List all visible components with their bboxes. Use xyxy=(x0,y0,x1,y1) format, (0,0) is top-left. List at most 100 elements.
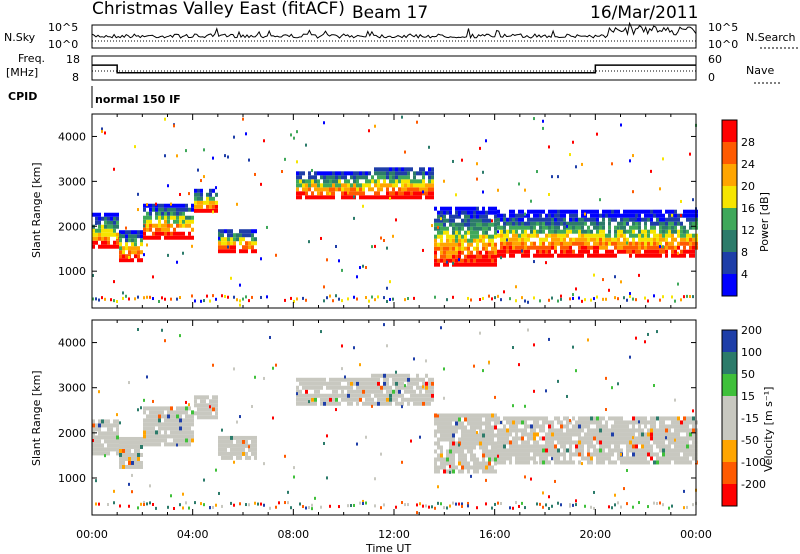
velocity-cell xyxy=(218,447,221,452)
velocity-cell xyxy=(452,465,455,470)
power-cell xyxy=(107,216,110,221)
velocity-cell xyxy=(182,406,185,411)
velocity-cell xyxy=(482,413,485,418)
power-cell xyxy=(644,233,647,238)
velocity-cell xyxy=(542,444,545,449)
power-cell xyxy=(116,232,119,237)
velocity-cell xyxy=(365,401,368,406)
power-clutter xyxy=(452,295,454,299)
power-cell xyxy=(167,215,170,220)
velocity-cell xyxy=(488,437,491,442)
velocity-cell xyxy=(107,435,110,440)
velocity-cell xyxy=(95,423,98,428)
power-cell xyxy=(356,171,359,176)
power-cell xyxy=(527,217,530,222)
velocity-cell xyxy=(479,445,482,450)
velocity-clutter xyxy=(662,503,664,507)
power-clutter xyxy=(335,294,337,298)
power-cell xyxy=(470,206,473,211)
power-cell xyxy=(626,221,629,226)
power-speckle xyxy=(122,291,124,295)
power-cell xyxy=(137,234,140,239)
power-cell xyxy=(554,229,557,234)
power-cell xyxy=(524,253,527,258)
velocity-speckle xyxy=(545,389,547,393)
velocity-cell xyxy=(206,415,209,420)
colorbar-segment xyxy=(722,186,737,208)
power-speckle xyxy=(374,124,376,128)
velocity-cell xyxy=(440,445,443,450)
velocity-speckle xyxy=(683,489,685,493)
power-cell xyxy=(143,227,146,232)
velocity-cell xyxy=(461,445,464,450)
velocity-cell xyxy=(242,447,245,452)
power-speckle xyxy=(389,196,391,200)
power-cell xyxy=(458,250,461,255)
power-cell xyxy=(440,222,443,227)
power-speckle xyxy=(506,238,508,242)
power-cell xyxy=(302,171,305,176)
velocity-cell xyxy=(671,448,674,453)
velocity-cell xyxy=(173,438,176,443)
power-cell xyxy=(599,225,602,230)
velocity-cell xyxy=(152,430,155,435)
power-cell xyxy=(146,215,149,220)
velocity-cell xyxy=(548,452,551,457)
velocity-clutter xyxy=(536,502,538,506)
power-cell xyxy=(635,225,638,230)
power-cell xyxy=(155,223,158,228)
velocity-cell xyxy=(677,444,680,449)
power-clutter xyxy=(569,297,571,301)
power-cell xyxy=(383,171,386,176)
velocity-cell xyxy=(488,429,491,434)
power-cell xyxy=(386,183,389,188)
power-cell xyxy=(575,229,578,234)
velocity-cell xyxy=(344,397,347,402)
power-cell xyxy=(659,241,662,246)
velocity-cell xyxy=(629,436,632,441)
power-cell xyxy=(602,253,605,258)
velocity-cell xyxy=(146,442,149,447)
velocity-cell xyxy=(539,416,542,421)
velocity-cell xyxy=(656,416,659,421)
velocity-cell xyxy=(599,452,602,457)
power-cell xyxy=(128,234,131,239)
velocity-cell xyxy=(323,377,326,382)
power-cell xyxy=(311,179,314,184)
power-cell xyxy=(572,237,575,242)
velocity-cell xyxy=(674,452,677,457)
power-cell xyxy=(116,244,119,249)
velocity-cell xyxy=(491,449,494,454)
power-cell xyxy=(365,195,368,200)
power-cell xyxy=(518,225,521,230)
velocity-cell xyxy=(434,457,437,462)
velocity-clutter xyxy=(245,503,247,507)
velocity-cell xyxy=(365,377,368,382)
velocity-clutter xyxy=(212,505,214,509)
velocity-cell xyxy=(686,428,689,433)
power-cell xyxy=(173,211,176,216)
velocity-speckle xyxy=(449,464,451,468)
power-cell xyxy=(554,245,557,250)
power-cell xyxy=(365,179,368,184)
power-speckle xyxy=(386,246,388,250)
velocity-cell xyxy=(425,389,428,394)
power-cell xyxy=(689,213,692,218)
power-cell xyxy=(659,209,662,214)
power-cell xyxy=(428,183,431,188)
power-speckle xyxy=(191,294,193,298)
velocity-cell xyxy=(617,416,620,421)
velocity-cell xyxy=(680,424,683,429)
power-cell xyxy=(455,222,458,227)
power-cell xyxy=(332,179,335,184)
power-cell xyxy=(227,233,230,238)
velocity-cell xyxy=(434,469,437,474)
velocity-cell xyxy=(638,460,641,465)
velocity-cell xyxy=(458,421,461,426)
power-cell xyxy=(536,245,539,250)
velocity-cell xyxy=(593,452,596,457)
velocity-cell xyxy=(338,393,341,398)
velocity-cell xyxy=(578,440,581,445)
velocity-cell xyxy=(185,410,188,415)
